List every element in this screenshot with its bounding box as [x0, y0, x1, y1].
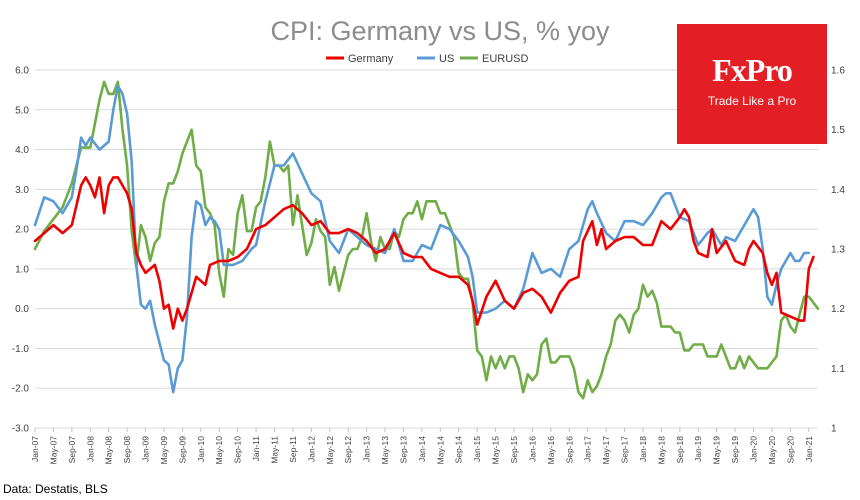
x-tick-label: Jan-12 [306, 436, 316, 462]
x-tick-label: Jan-13 [362, 436, 372, 462]
y-right-tick-label: 1.5 [831, 125, 845, 136]
y-right-tick-label: 1.1 [831, 364, 845, 375]
x-tick-label: May-08 [104, 436, 114, 465]
x-tick-label: May-13 [380, 436, 390, 465]
series-lines [33, 80, 820, 400]
x-tick-label: Sep-18 [675, 436, 685, 464]
y-left-tick-label: 5.0 [15, 105, 29, 116]
y-left-tick-label: -3.0 [12, 424, 30, 435]
x-tick-label: Sep-13 [398, 436, 408, 464]
x-tick-label: Jan-14 [417, 436, 427, 462]
x-tick-label: Sep-11 [288, 436, 298, 463]
x-tick-label: Sep-09 [177, 436, 187, 464]
legend-label-germany: Germany [348, 53, 394, 65]
series-line-germany [33, 176, 815, 330]
legend: Germany US EURUSD [326, 53, 529, 65]
x-tick-label: May-19 [712, 436, 722, 465]
legend-label-eurusd: EURUSD [482, 53, 529, 65]
source-note: Data: Destatis, BLS [3, 482, 108, 496]
x-tick-label: Jan-08 [85, 436, 95, 462]
x-tick-label: Sep-08 [122, 436, 132, 464]
x-tick-label: May-14 [435, 436, 445, 465]
x-tick-label: Sep-10 [233, 436, 243, 464]
y-left-tick-label: 1.0 [15, 264, 29, 275]
x-tick-label: Jan-10 [196, 436, 206, 462]
x-tick-label: May-09 [159, 436, 169, 465]
gridlines [35, 69, 818, 429]
x-tick-label: Jan-15 [472, 436, 482, 462]
x-tick-label: May-17 [601, 436, 611, 465]
x-tick-label: May-20 [767, 436, 777, 465]
y-right-tick-label: 1 [831, 424, 837, 435]
x-tick-label: Jan-09 [141, 436, 151, 462]
y-right-tick-label: 1.6 [831, 66, 845, 77]
x-tick-label: May-16 [546, 436, 556, 465]
y-left-tick-label: 4.0 [15, 145, 29, 156]
x-tick-label: Sep-16 [564, 436, 574, 464]
x-tick-label: Jan-07 [30, 436, 40, 462]
x-tick-label: Jan-17 [583, 436, 593, 462]
y-right-tick-label: 1.2 [831, 304, 845, 315]
x-tick-label: Sep-20 [785, 436, 795, 464]
x-tick-label: Sep-12 [343, 436, 353, 464]
x-axis: Jan-07 May-07 Sep-07 Jan-08 May-08 Sep-08 Jan-… [30, 428, 814, 464]
x-tick-label: Sep-15 [509, 436, 519, 464]
y-left-tick-label: 6.0 [15, 66, 29, 77]
x-tick-label: Sep-17 [620, 436, 630, 464]
x-tick-label: May-15 [491, 436, 501, 465]
chart-title: CPI: Germany vs US, % yoy [270, 16, 610, 46]
x-tick-label: Jan-20 [749, 436, 759, 462]
y-left-tick-label: 3.0 [15, 185, 29, 196]
series-line-us [33, 84, 811, 394]
y-axis-left: -3.0 -2.0 -1.0 0.0 1.0 2.0 3.0 4.0 5.0 6.0 [12, 66, 30, 435]
y-right-tick-label: 1.3 [831, 245, 845, 256]
x-tick-label: May-07 [48, 436, 58, 465]
y-left-tick-label: -1.0 [12, 344, 30, 355]
y-left-tick-label: 0.0 [15, 304, 29, 315]
x-tick-label: Jan-18 [638, 436, 648, 462]
y-right-tick-label: 1.4 [831, 185, 845, 196]
logo-tagline: Trade Like a Pro [707, 94, 797, 108]
y-axis-right: 1 1.1 1.2 1.3 1.4 1.5 1.6 [831, 66, 845, 435]
x-tick-label: May-10 [214, 436, 224, 465]
y-left-tick-label: -2.0 [12, 384, 30, 395]
x-tick-label: Sep-19 [730, 436, 740, 464]
x-tick-label: May-12 [325, 436, 335, 465]
series-line-eurusd [33, 80, 820, 400]
x-tick-label: Jan-11 [251, 436, 261, 462]
x-tick-label: Sep-14 [454, 436, 464, 464]
x-tick-label: Jan-21 [804, 436, 814, 462]
legend-label-us: US [439, 53, 454, 65]
logo-wordmark: FxPro [712, 52, 793, 88]
fxpro-logo: FxPro Trade Like a Pro [677, 24, 827, 144]
x-tick-label: Sep-07 [67, 436, 77, 464]
x-tick-label: May-18 [656, 436, 666, 465]
x-tick-label: Jan-16 [527, 436, 537, 462]
x-tick-label: May-11 [270, 436, 280, 464]
x-tick-label: Jan-19 [693, 436, 703, 462]
y-left-tick-label: 2.0 [15, 225, 29, 236]
